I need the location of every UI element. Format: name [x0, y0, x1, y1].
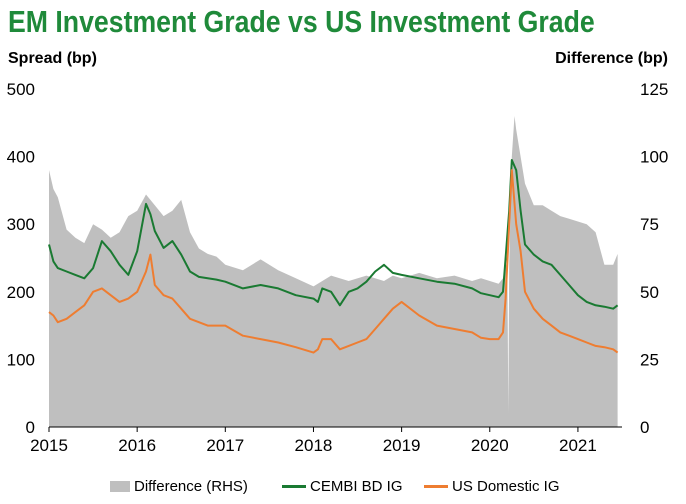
- y-right-tick-label: 100: [640, 148, 668, 167]
- legend-item-cembi: CEMBI BD IG: [282, 478, 403, 495]
- x-tick-label: 2016: [118, 436, 156, 455]
- legend: Difference (RHS) CEMBI BD IG US Domestic…: [0, 478, 686, 500]
- legend-item-difference: Difference (RHS): [110, 478, 248, 495]
- y-right-tick-label: 75: [640, 215, 659, 234]
- x-tick-label: 2018: [295, 436, 333, 455]
- y-right-tick-label: 125: [640, 80, 668, 99]
- legend-label-cembi: CEMBI BD IG: [310, 478, 403, 495]
- y-axis-right-label: Difference (bp): [555, 50, 668, 67]
- y-left-tick-label: 200: [7, 283, 35, 302]
- legend-swatch-cembi: [282, 485, 306, 488]
- y-left-tick-label: 0: [26, 418, 35, 437]
- axis-layer: 2015 2016 2017 2018 2019 2020 2021 0 100 200 300 40…: [7, 80, 669, 455]
- x-tick-label: 2019: [383, 436, 421, 455]
- x-tick-label: 2020: [471, 436, 509, 455]
- area-layer: [49, 116, 618, 427]
- x-tick-label: 2015: [30, 436, 68, 455]
- legend-swatch-us-domestic: [424, 485, 448, 488]
- chart-title: EM Investment Grade vs US Investment Gra…: [8, 4, 595, 39]
- y-left-tick-label: 400: [7, 148, 35, 167]
- series-line-cembi-bd-ig: [48, 159, 619, 310]
- y-left-tick-label: 100: [7, 350, 35, 369]
- y-right-tick-label: 25: [640, 350, 659, 369]
- x-tick-label: 2021: [559, 436, 597, 455]
- x-tick-label: 2017: [206, 436, 244, 455]
- legend-item-us-domestic: US Domestic IG: [424, 478, 560, 495]
- y-axis-left-label: Spread (bp): [8, 50, 97, 67]
- y-right-tick-label: 50: [640, 283, 659, 302]
- y-left-tick-label: 300: [7, 215, 35, 234]
- line-layer: [48, 159, 619, 354]
- y-left-tick-label: 500: [7, 80, 35, 99]
- y-right-tick-label: 0: [640, 418, 649, 437]
- legend-swatch-difference: [110, 481, 130, 492]
- legend-label-us-domestic: US Domestic IG: [452, 478, 560, 495]
- series-area-difference: [49, 116, 618, 427]
- legend-label-difference: Difference (RHS): [134, 478, 248, 495]
- series-line-us-domestic-ig: [48, 169, 619, 354]
